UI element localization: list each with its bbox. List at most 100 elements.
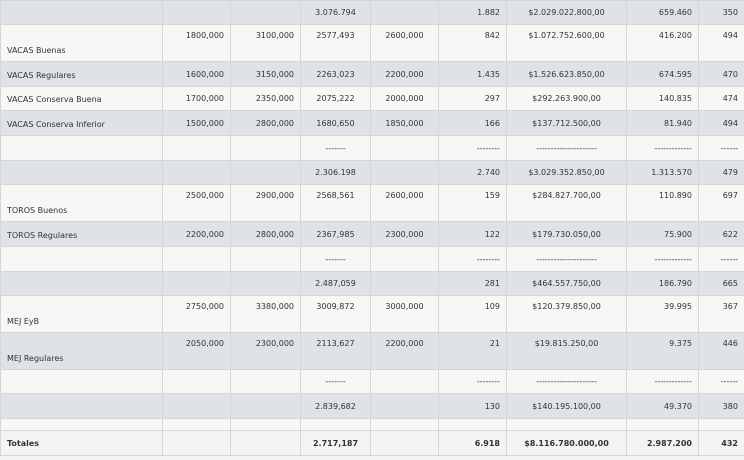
col-ref xyxy=(370,246,439,272)
col-kg-avg: 622 xyxy=(698,221,744,247)
col-ref: 2200,000 xyxy=(370,332,439,370)
col-kg-avg: 474 xyxy=(698,86,744,111)
col-count: 109 xyxy=(438,295,507,333)
col-amount: $140.195.100,00 xyxy=(506,393,627,419)
col-count: -------- xyxy=(438,135,507,161)
col-kg-avg: 665 xyxy=(698,271,744,296)
col-kg-avg: ------ xyxy=(698,135,744,161)
col-min: 2200,000 xyxy=(162,221,231,247)
col-min xyxy=(162,369,231,394)
table-row: ------- -------- --------------------- ----… xyxy=(0,369,744,394)
col-min xyxy=(162,135,231,161)
col-ref xyxy=(370,0,439,25)
col-amount: $137.712.500,00 xyxy=(506,110,627,136)
col-min: 2050,000 xyxy=(162,332,231,370)
col-ref xyxy=(370,271,439,296)
col-avg: 2568,561 xyxy=(300,184,371,222)
col-kg: 9.375 xyxy=(626,332,699,370)
col-kg: 49.370 xyxy=(626,393,699,419)
col-kg: 81.940 xyxy=(626,110,699,136)
row-label xyxy=(0,369,163,394)
col-kg-avg: 432 xyxy=(698,430,744,456)
row-label xyxy=(0,418,163,431)
col-ref xyxy=(370,160,439,185)
col-amount: --------------------- xyxy=(506,135,627,161)
col-max: 2800,000 xyxy=(230,110,301,136)
col-min: 1700,000 xyxy=(162,86,231,111)
row-label: VACAS Buenas xyxy=(0,24,163,62)
col-max: 2300,000 xyxy=(230,332,301,370)
row-label: Totales xyxy=(0,430,163,456)
table-row: 2.306.198 2.740 $3.029.352.850,00 1.313.570… xyxy=(0,160,744,185)
col-min: 2500,000 xyxy=(162,184,231,222)
col-max: 2350,000 xyxy=(230,86,301,111)
col-count xyxy=(438,418,507,431)
col-amount: $3.029.352.850,00 xyxy=(506,160,627,185)
col-min xyxy=(162,430,231,456)
table-row: VACAS Conserva Inferior 1500,000 2800,000 1… xyxy=(0,110,744,136)
col-count: 297 xyxy=(438,86,507,111)
col-count: 2.740 xyxy=(438,160,507,185)
col-avg: ------- xyxy=(300,369,371,394)
col-min: 1800,000 xyxy=(162,24,231,62)
col-kg-avg: 367 xyxy=(698,295,744,333)
row-label: VACAS Conserva Inferior xyxy=(0,110,163,136)
col-amount: $179.730.050,00 xyxy=(506,221,627,247)
col-ref: 2300,000 xyxy=(370,221,439,247)
col-kg xyxy=(626,418,699,431)
table-row: VACAS Conserva Buena 1700,000 2350,000 2075… xyxy=(0,86,744,111)
col-count: 21 xyxy=(438,332,507,370)
col-kg-avg: 697 xyxy=(698,184,744,222)
col-min xyxy=(162,418,231,431)
col-kg-avg: 350 xyxy=(698,0,744,25)
col-amount: --------------------- xyxy=(506,246,627,272)
table-row: MEJ EyB 2750,000 3380,000 3009,872 3000,000 1… xyxy=(0,295,744,333)
col-amount: $1.526.623.850,00 xyxy=(506,61,627,87)
col-ref xyxy=(370,369,439,394)
col-kg: 186.790 xyxy=(626,271,699,296)
col-count: 166 xyxy=(438,110,507,136)
col-count: -------- xyxy=(438,246,507,272)
table-row: VACAS Regulares 1600,000 3150,000 2263,023 2… xyxy=(0,61,744,87)
col-count: -------- xyxy=(438,369,507,394)
col-amount: $2.029.022.800,00 xyxy=(506,0,627,25)
col-kg: 416.200 xyxy=(626,24,699,62)
col-max xyxy=(230,135,301,161)
col-avg: 2075,222 xyxy=(300,86,371,111)
row-label: TOROS Regulares xyxy=(0,221,163,247)
col-ref: 2200,000 xyxy=(370,61,439,87)
col-amount: $464.557.750,00 xyxy=(506,271,627,296)
col-min xyxy=(162,246,231,272)
col-kg-avg: 446 xyxy=(698,332,744,370)
col-ref xyxy=(370,418,439,431)
totals-row: Totales 2.717,187 6.918 $8.116.780.000,00 2.… xyxy=(0,430,744,456)
col-avg: 2.839,682 xyxy=(300,393,371,419)
table-row: VACAS Buenas 1800,000 3100,000 2577,493 2600… xyxy=(0,24,744,62)
col-kg: ------------- xyxy=(626,246,699,272)
col-max xyxy=(230,246,301,272)
col-amount: $8.116.780.000,00 xyxy=(506,430,627,456)
col-amount: $1.072.752.600,00 xyxy=(506,24,627,62)
col-ref xyxy=(370,393,439,419)
table-row: 3.076.794 1.882 $2.029.022.800,00 659.460 35… xyxy=(0,0,744,25)
col-max xyxy=(230,393,301,419)
row-label: TOROS Buenos xyxy=(0,184,163,222)
row-label xyxy=(0,393,163,419)
col-max xyxy=(230,369,301,394)
col-avg: 2.717,187 xyxy=(300,430,371,456)
row-label xyxy=(0,135,163,161)
col-kg-avg: 380 xyxy=(698,393,744,419)
col-amount: --------------------- xyxy=(506,369,627,394)
table-row xyxy=(0,418,744,431)
row-label xyxy=(0,160,163,185)
col-count: 6.918 xyxy=(438,430,507,456)
table-row: 2.839,682 130 $140.195.100,00 49.370 380 xyxy=(0,393,744,419)
col-amount: $19.815.250,00 xyxy=(506,332,627,370)
col-kg-avg: 470 xyxy=(698,61,744,87)
col-kg: 140.835 xyxy=(626,86,699,111)
col-kg: 674.595 xyxy=(626,61,699,87)
col-min xyxy=(162,271,231,296)
col-max xyxy=(230,430,301,456)
col-avg xyxy=(300,418,371,431)
col-avg: 3.076.794 xyxy=(300,0,371,25)
